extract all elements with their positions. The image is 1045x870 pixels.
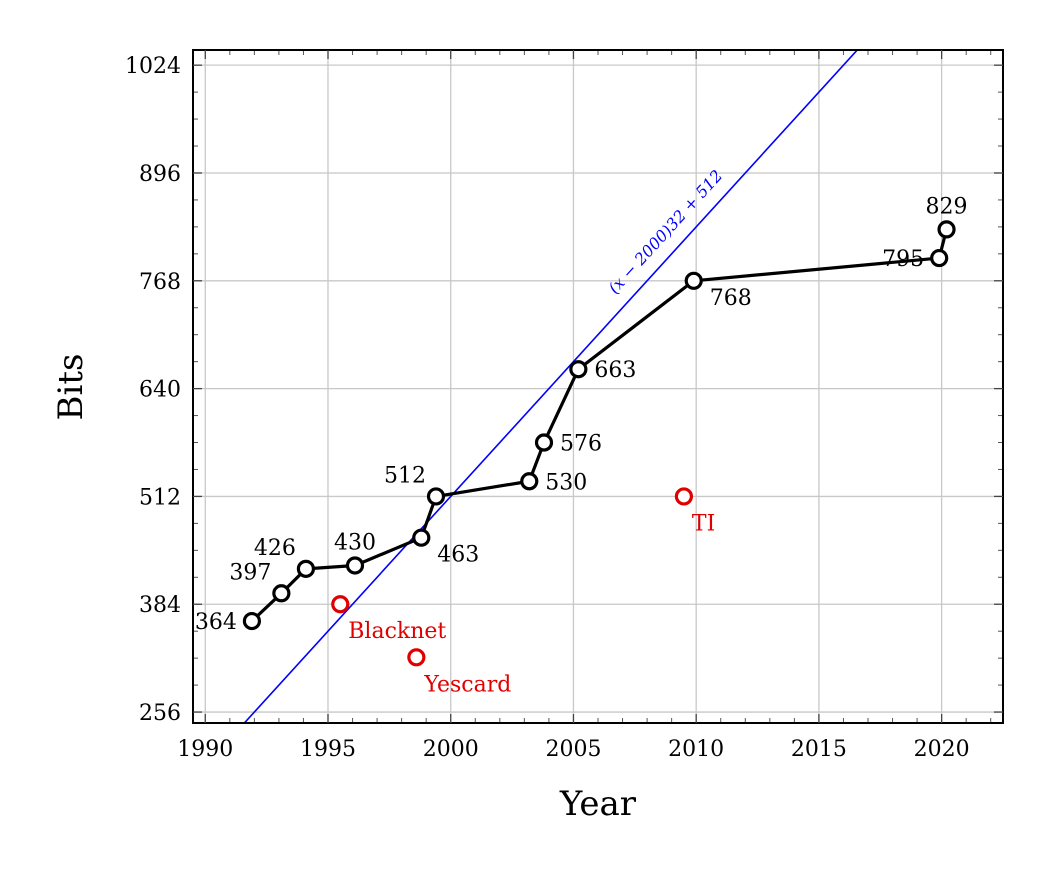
grid-lines: [193, 50, 1003, 723]
fit-line: [243, 50, 859, 723]
x-axis-title: Year: [559, 784, 637, 824]
data-label: 795: [882, 247, 924, 272]
axis-ticks: 1990 1995 2000 2005 2010 2015 2020 256 384 512 640…: [125, 50, 1003, 762]
outlier-group: Blacknet Yescard TI: [331, 487, 715, 697]
y-tick-label: 256: [139, 701, 181, 726]
outlier-point: [407, 648, 426, 667]
x-tick-label: 2000: [423, 737, 479, 762]
fit-line-group: [243, 50, 859, 723]
outlier-label: Yescard: [423, 672, 511, 697]
y-tick-label: 896: [139, 162, 181, 187]
outlier-point: [331, 595, 350, 614]
data-label: 768: [710, 286, 752, 311]
data-point: [520, 472, 539, 491]
data-point: [930, 248, 949, 268]
data-point: [426, 487, 446, 506]
data-label: 364: [195, 610, 237, 635]
x-tick-label: 2020: [914, 737, 970, 762]
data-point: [242, 611, 262, 631]
data-label: 430: [334, 530, 376, 555]
data-point: [534, 433, 554, 452]
x-tick-label: 2010: [668, 737, 724, 762]
outlier-label: Blacknet: [348, 619, 446, 644]
data-point: [345, 556, 365, 575]
y-tick-label: 640: [139, 378, 181, 403]
data-point: [296, 559, 316, 578]
outlier-point: [674, 487, 694, 506]
data-point: [569, 360, 588, 379]
y-tick-label: 384: [139, 593, 181, 618]
y-axis-title: Bits: [51, 354, 91, 421]
x-tick-label: 2015: [791, 737, 847, 762]
data-point: [937, 220, 956, 239]
x-tick-label: 1990: [177, 737, 233, 762]
data-label: 463: [437, 543, 479, 568]
x-tick-label: 1995: [300, 737, 356, 762]
y-tick-label: 1024: [125, 54, 181, 79]
data-label: 397: [229, 560, 271, 585]
minor-ticks: [193, 50, 1003, 723]
data-label: 530: [545, 470, 587, 495]
x-tick-label: 2005: [545, 737, 601, 762]
y-tick-label: 512: [139, 485, 181, 510]
data-label: 829: [926, 194, 968, 219]
data-point: [272, 584, 291, 603]
data-point: [412, 528, 431, 547]
data-label: 576: [560, 432, 602, 457]
data-label: 663: [594, 358, 636, 383]
y-tick-label: 768: [139, 270, 181, 295]
data-label: 426: [254, 536, 296, 561]
outlier-label: TI: [692, 511, 715, 536]
data-point: [684, 271, 703, 290]
fit-line-label: (x − 2000)32 + 512: [604, 166, 726, 297]
data-label: 512: [384, 463, 426, 488]
plot-frame: [192, 49, 1004, 724]
